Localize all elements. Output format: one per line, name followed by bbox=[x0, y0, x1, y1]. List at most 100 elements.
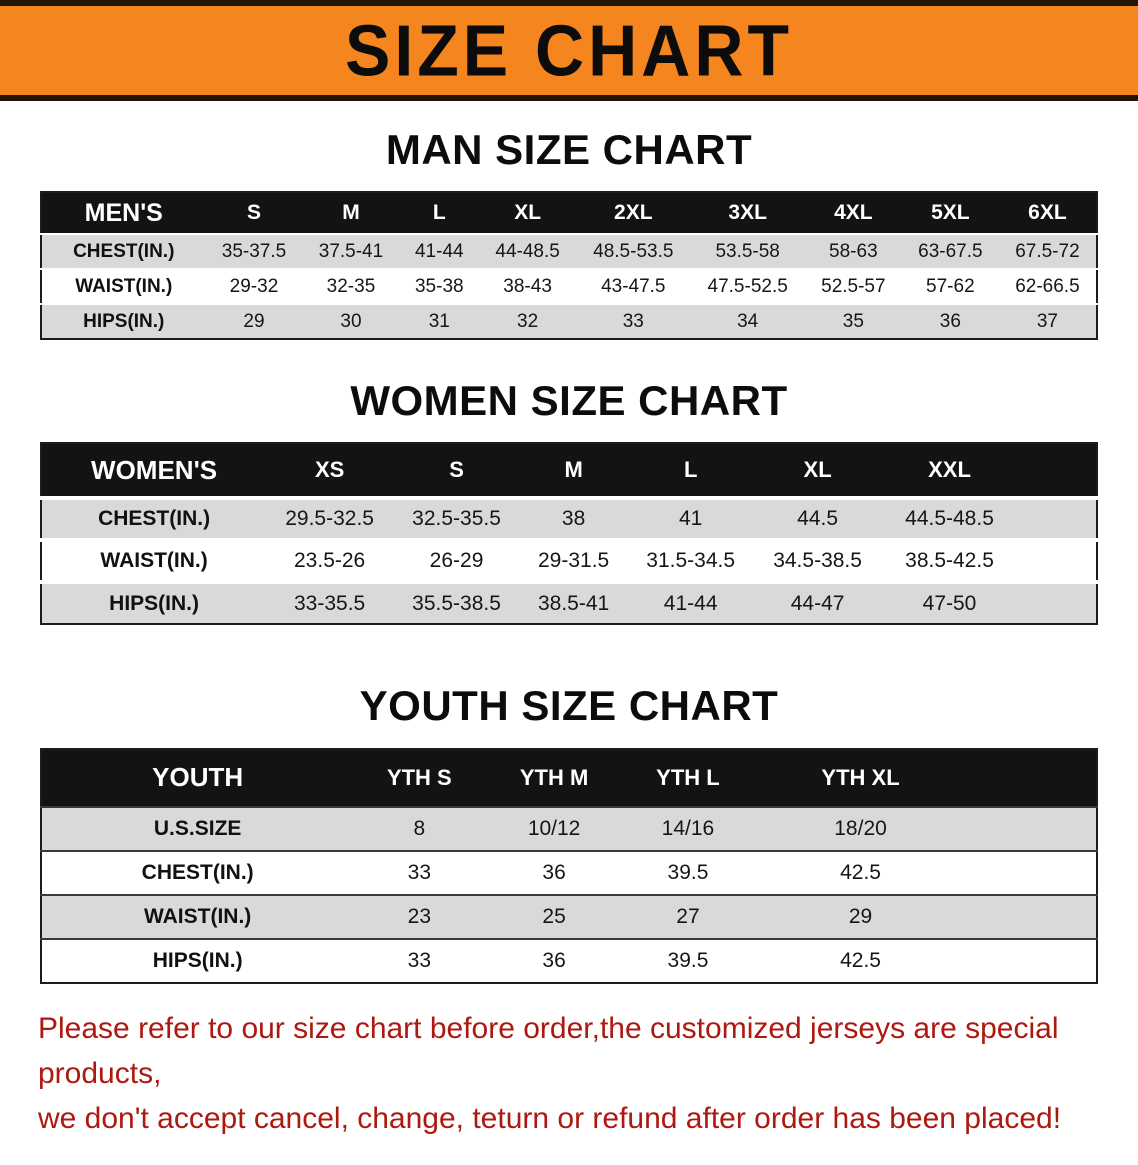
size-value-cell: 42.5 bbox=[840, 948, 881, 972]
women-size-section: WOMEN SIZE CHART WOMEN'S XS S M L XL XXL CHEST(… bbox=[0, 377, 1138, 626]
size-value-cell: 29 bbox=[243, 310, 265, 332]
size-column-header: YTH XL bbox=[753, 748, 1097, 807]
header-row: YOUTH YTH S YTH M YTH L YTH XL bbox=[41, 748, 1097, 807]
row-label-cell: WAIST(IN.) bbox=[75, 275, 173, 297]
table-row: CHEST(IN.) 33 36 39.5 42.5 bbox=[41, 850, 1097, 895]
size-column-header: 6XL bbox=[998, 192, 1097, 235]
size-value-cell: 33 bbox=[407, 860, 432, 884]
size-value-cell: 44.5 bbox=[797, 507, 839, 531]
size-value-cell: 29.5-32.5 bbox=[285, 507, 374, 531]
size-value-cell: 41-44 bbox=[414, 240, 464, 262]
size-value-cell: 35-37.5 bbox=[221, 240, 287, 262]
size-column-header: YTH L bbox=[622, 748, 754, 807]
men-section-heading: MAN SIZE CHART bbox=[385, 126, 753, 173]
youth-section-heading: YOUTH SIZE CHART bbox=[359, 682, 779, 730]
size-column-header: 5XL bbox=[901, 192, 999, 235]
row-label-cell: HIPS(IN.) bbox=[83, 310, 165, 332]
size-value-cell: 52.5-57 bbox=[821, 275, 886, 297]
table-row: HIPS(IN.) 33-35.5 35.5-38.5 38.5-41 41-44 44-… bbox=[41, 582, 1097, 625]
size-column-header: XXL bbox=[881, 443, 1097, 499]
table-row: WAIST(IN.) 23.5-26 26-29 29-31.5 31.5-34.5 34… bbox=[41, 540, 1097, 583]
size-value-cell: 32 bbox=[517, 310, 539, 332]
size-column-header: M bbox=[302, 192, 400, 235]
size-column-header: S bbox=[205, 192, 303, 235]
size-value-cell: 36 bbox=[542, 948, 566, 972]
row-label-cell: CHEST(IN.) bbox=[141, 860, 254, 884]
size-column-header: 4XL bbox=[804, 192, 902, 235]
size-column-header: XL bbox=[754, 443, 882, 499]
row-label-cell: HIPS(IN.) bbox=[109, 591, 199, 615]
header-row: MEN'S S M L XL 2XL 3XL 4XL 5XL 6XL bbox=[41, 192, 1097, 235]
size-value-cell: 37 bbox=[1036, 310, 1058, 332]
table-row: WAIST(IN.) 29-32 32-35 35-38 38-43 43-47.5 47.… bbox=[41, 269, 1097, 305]
size-column-header: L bbox=[627, 443, 755, 499]
size-value-cell: 44.5-48.5 bbox=[905, 507, 994, 531]
size-column-header: XS bbox=[266, 443, 394, 499]
size-value-cell: 32-35 bbox=[326, 275, 376, 297]
page-title: SIZE CHART bbox=[345, 10, 793, 91]
size-value-cell: 32.5-35.5 bbox=[412, 507, 501, 531]
men-size-section: MAN SIZE CHART MEN'S S M L XL 2XL 3XL 4XL 5XL 6XL… bbox=[0, 126, 1138, 341]
size-column-header: M bbox=[520, 443, 628, 499]
size-value-cell: 35 bbox=[842, 310, 864, 332]
size-value-cell: 39.5 bbox=[667, 948, 709, 972]
row-label-cell: CHEST(IN.) bbox=[73, 240, 175, 262]
disclaimer-text: Please refer to our size chart before or… bbox=[38, 1006, 1100, 1141]
size-value-cell: 62-66.5 bbox=[1015, 275, 1080, 297]
size-value-cell: 25 bbox=[542, 904, 566, 928]
row-label-cell: U.S.SIZE bbox=[153, 816, 242, 840]
men-size-table: MEN'S S M L XL 2XL 3XL 4XL 5XL 6XL CHEST(IN.) 35-37… bbox=[40, 191, 1098, 341]
table-row: U.S.SIZE 8 10/12 14/16 18/20 bbox=[41, 806, 1097, 851]
size-value-cell: 39.5 bbox=[667, 860, 709, 884]
size-value-cell: 38.5-42.5 bbox=[905, 549, 994, 573]
header-row: WOMEN'S XS S M L XL XXL bbox=[41, 443, 1097, 499]
size-value-cell: 43-47.5 bbox=[601, 275, 666, 297]
size-value-cell: 31 bbox=[428, 310, 450, 332]
size-value-cell: 29 bbox=[848, 904, 873, 928]
size-value-cell: 47.5-52.5 bbox=[707, 275, 788, 297]
table-row: HIPS(IN.) 33 36 39.5 42.5 bbox=[41, 938, 1097, 983]
table-row: WAIST(IN.) 23 25 27 29 bbox=[41, 894, 1097, 939]
size-value-cell: 63-67.5 bbox=[918, 240, 983, 262]
size-value-cell: 38 bbox=[561, 507, 586, 531]
disclaimer-line-1: Please refer to our size chart before or… bbox=[38, 1011, 1059, 1090]
size-value-cell: 34.5-38.5 bbox=[773, 549, 862, 573]
size-value-cell: 57-62 bbox=[926, 275, 975, 297]
row-label-cell: WAIST(IN.) bbox=[143, 904, 252, 928]
size-column-header: 3XL bbox=[690, 192, 805, 235]
size-value-cell: 38-43 bbox=[503, 275, 552, 297]
women-size-table: WOMEN'S XS S M L XL XXL CHEST(IN.) 29.5-32.5 32.5… bbox=[40, 442, 1098, 626]
size-value-cell: 44-48.5 bbox=[495, 240, 560, 262]
table-title-cell: MEN'S bbox=[41, 192, 206, 235]
row-label-cell: CHEST(IN.) bbox=[98, 507, 211, 531]
table-row: CHEST(IN.) 35-37.5 37.5-41 41-44 44-48.5 48.5… bbox=[41, 234, 1097, 270]
size-column-header: S bbox=[393, 443, 520, 499]
size-value-cell: 18/20 bbox=[834, 816, 887, 840]
size-value-cell: 8 bbox=[413, 816, 426, 840]
size-value-cell: 35.5-38.5 bbox=[412, 591, 501, 615]
table-row: HIPS(IN.) 29 30 31 32 33 34 35 36 37 bbox=[41, 304, 1097, 340]
row-label-cell: WAIST(IN.) bbox=[100, 549, 208, 573]
size-value-cell: 30 bbox=[340, 310, 362, 332]
table-title-cell: WOMEN'S bbox=[41, 443, 267, 499]
table-title-cell: YOUTH bbox=[41, 748, 354, 807]
size-value-cell: 29-32 bbox=[229, 275, 279, 297]
size-value-cell: 36 bbox=[542, 860, 566, 884]
size-value-cell: 37.5-41 bbox=[318, 240, 384, 262]
size-value-cell: 42.5 bbox=[840, 860, 881, 884]
size-column-header: L bbox=[399, 192, 480, 235]
size-value-cell: 31.5-34.5 bbox=[646, 549, 736, 573]
size-value-cell: 47-50 bbox=[922, 591, 977, 615]
size-value-cell: 26-29 bbox=[429, 549, 484, 573]
youth-size-table: YOUTH YTH S YTH M YTH L YTH XL U.S.SIZE 8 10/12… bbox=[40, 747, 1098, 984]
size-column-header: YTH S bbox=[353, 748, 486, 807]
size-value-cell: 41-44 bbox=[663, 591, 718, 615]
size-value-cell: 58-63 bbox=[829, 240, 878, 262]
size-value-cell: 48.5-53.5 bbox=[593, 240, 674, 262]
size-value-cell: 34 bbox=[737, 310, 759, 332]
disclaimer-line-2: we don't accept cancel, change, teturn o… bbox=[38, 1101, 1062, 1135]
size-column-header: YTH M bbox=[485, 748, 623, 807]
size-value-cell: 14/16 bbox=[661, 816, 715, 840]
size-column-header: XL bbox=[479, 192, 577, 235]
